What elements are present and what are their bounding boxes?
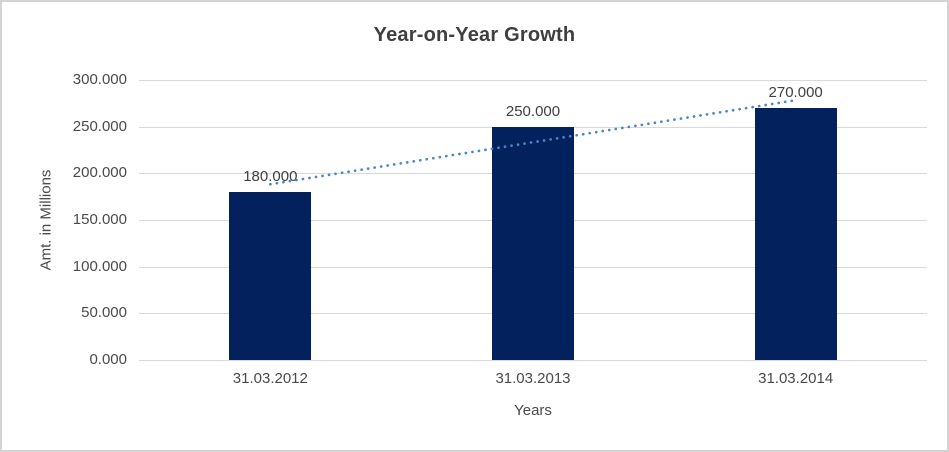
bar-data-label: 270.000 — [768, 84, 823, 101]
x-axis-tick-label: 31.03.2014 — [758, 370, 834, 387]
y-axis-tick-label: 200.000 — [72, 164, 127, 182]
bar-31.03.2012[interactable] — [229, 192, 312, 360]
y-axis-tick-label: 50.000 — [81, 304, 127, 322]
bar-31.03.2014[interactable] — [754, 108, 837, 360]
gridline — [139, 80, 927, 81]
y-axis-tick-label: 100.000 — [72, 257, 127, 275]
plot-area: 180.000 250.000 270.000 — [139, 80, 927, 361]
bar-data-label: 180.000 — [243, 168, 298, 185]
bar-31.03.2013[interactable] — [492, 126, 574, 360]
bar-data-label: 250.000 — [505, 102, 561, 120]
chart-title: Year-on-Year Growth — [373, 24, 576, 46]
x-axis-tick-label: 31.03.2012 — [232, 370, 308, 387]
y-axis-tick-label: 250.000 — [72, 117, 127, 135]
trendline[interactable] — [139, 80, 927, 360]
y-axis-tick-label: 150.000 — [72, 211, 127, 228]
y-axis-tick-label: 0.000 — [89, 351, 127, 368]
y-axis-tick-label: 300.000 — [72, 71, 127, 88]
x-axis-tick-label: 31.03.2013 — [495, 370, 571, 387]
x-axis-title: Years — [514, 402, 552, 419]
gridline — [139, 360, 927, 361]
